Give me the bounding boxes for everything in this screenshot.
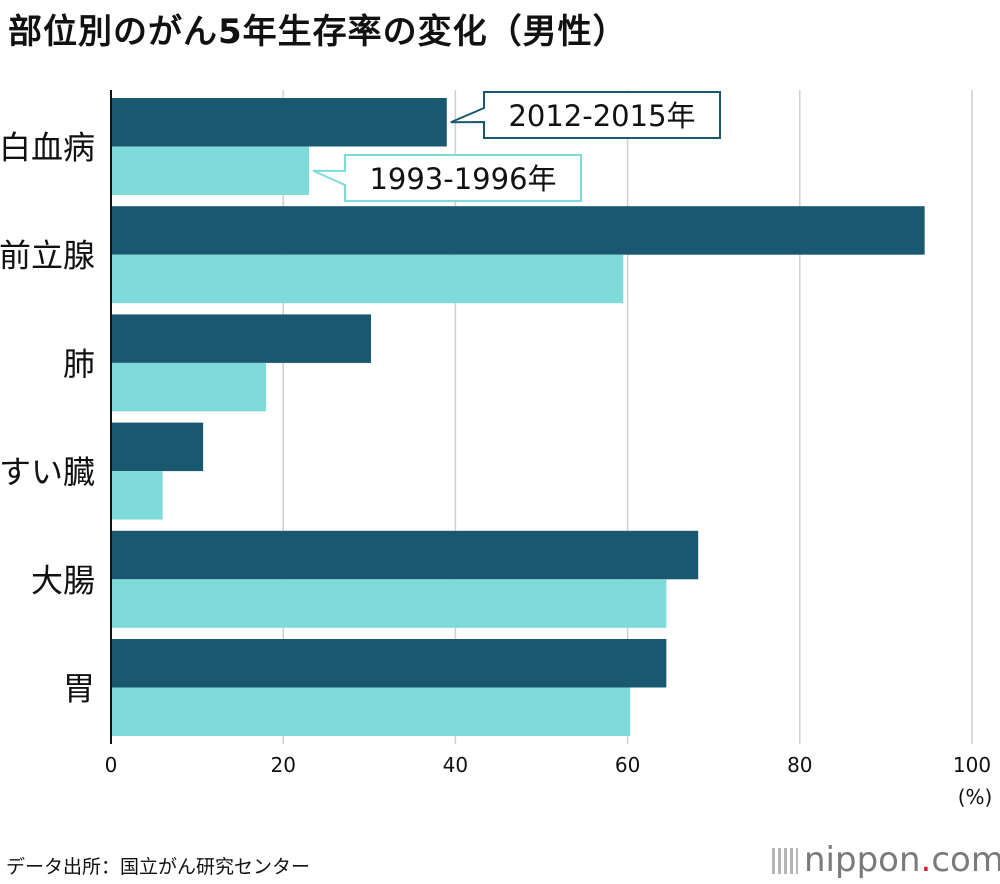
x-tick-label: 20 bbox=[270, 753, 295, 777]
source-note: データ出所：国立がん研究センター bbox=[6, 856, 311, 878]
bar bbox=[111, 314, 372, 363]
x-tick-labels: 0 20 40 60 80 100 bbox=[105, 753, 991, 777]
bar bbox=[111, 471, 163, 520]
x-tick-label: 80 bbox=[787, 753, 812, 777]
category-label: 肺 bbox=[63, 345, 95, 383]
bar bbox=[111, 687, 631, 736]
bar bbox=[111, 579, 667, 628]
legend-callout-box bbox=[312, 154, 582, 202]
x-tick-label: 60 bbox=[615, 753, 640, 777]
bar bbox=[111, 254, 624, 304]
brand-logo: nippon.com bbox=[772, 840, 1000, 880]
bars bbox=[111, 98, 925, 736]
x-tick-label: 0 bbox=[105, 753, 118, 777]
x-tick-label: 100 bbox=[953, 753, 991, 777]
brand-dot: . bbox=[920, 840, 932, 880]
brand-tld: com bbox=[931, 840, 1000, 880]
chart-title: 部位別のがん5年生存率の変化（男性） bbox=[8, 12, 628, 52]
category-label: すい臓 bbox=[0, 453, 95, 491]
bar bbox=[111, 639, 667, 688]
category-label: 白血病 bbox=[0, 129, 95, 167]
bar bbox=[111, 146, 310, 195]
bar bbox=[111, 530, 699, 580]
brand-name: nippon bbox=[804, 840, 921, 880]
x-tick-label: 40 bbox=[443, 753, 468, 777]
bar bbox=[111, 422, 204, 472]
bar bbox=[111, 362, 266, 412]
category-label: 胃 bbox=[63, 670, 95, 708]
category-label: 前立腺 bbox=[0, 237, 95, 275]
category-label: 大腸 bbox=[31, 561, 95, 599]
legend-label: 2012-2015年 bbox=[508, 99, 695, 133]
unit-label: (%) bbox=[958, 785, 993, 809]
bar bbox=[111, 206, 925, 255]
legend-label: 1993-1996年 bbox=[369, 162, 556, 196]
legend-callout-box bbox=[450, 91, 721, 139]
legend-callouts: 2012-2015年 1993-1996年 bbox=[312, 91, 721, 202]
brand-bars-icon bbox=[772, 848, 798, 874]
bar bbox=[111, 98, 447, 147]
